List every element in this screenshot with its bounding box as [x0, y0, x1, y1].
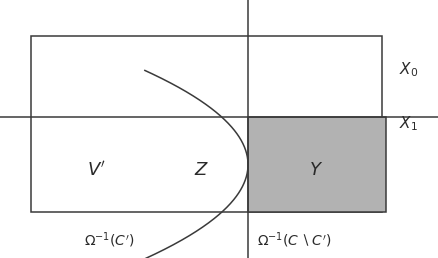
Text: $X_1$: $X_1$ [399, 115, 417, 133]
Text: $Y$: $Y$ [308, 161, 322, 179]
Text: $\Omega^{-1}(C')$: $\Omega^{-1}(C')$ [84, 230, 135, 250]
Bar [31, 36, 381, 212]
Text: $\Omega^{-1}(C \setminus C')$: $\Omega^{-1}(C \setminus C')$ [256, 230, 331, 250]
Text: $Z$: $Z$ [194, 161, 209, 179]
Bar [247, 117, 385, 212]
Text: $X_0$: $X_0$ [399, 60, 418, 79]
Text: $V'$: $V'$ [87, 161, 106, 180]
